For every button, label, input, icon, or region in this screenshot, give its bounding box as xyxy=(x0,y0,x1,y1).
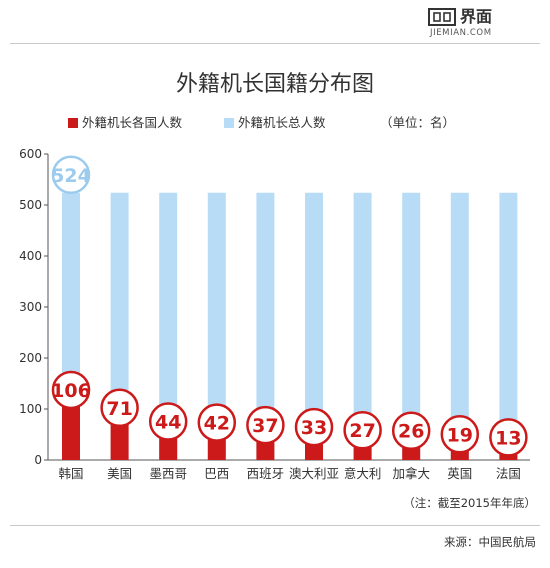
bar-foreign xyxy=(450,450,469,460)
bar-total xyxy=(256,192,275,460)
y-tick-label: 0 xyxy=(34,453,42,467)
value-bubble xyxy=(343,410,382,450)
y-tick-label: 500 xyxy=(19,198,42,212)
data-label: 33 xyxy=(301,417,327,439)
x-tick-label: 巴西 xyxy=(204,466,229,481)
bar-total xyxy=(305,192,323,460)
bar-foreign xyxy=(207,438,226,460)
data-label: 37 xyxy=(252,415,278,437)
bar-foreign xyxy=(110,423,129,460)
data-label: 27 xyxy=(349,420,375,442)
bar-total xyxy=(353,192,372,460)
value-bubble xyxy=(51,370,91,410)
legend-swatch-foreign xyxy=(68,118,78,128)
bar-foreign xyxy=(353,446,372,460)
y-tick-label: 200 xyxy=(19,351,42,365)
bar-total xyxy=(402,192,421,460)
value-bubble xyxy=(246,405,285,445)
legend-swatch-total xyxy=(224,118,234,128)
bar-total xyxy=(450,192,469,460)
bar-foreign xyxy=(159,437,178,460)
bar-foreign xyxy=(62,405,80,460)
legend-label-foreign: 外籍机长各国人数 xyxy=(82,115,183,130)
x-tick-label: 西班牙 xyxy=(247,466,285,481)
unit-label: （单位：名） xyxy=(380,115,456,130)
value-bubble xyxy=(440,415,480,454)
bar-foreign xyxy=(256,441,275,460)
data-label: 71 xyxy=(106,398,132,420)
brand-logo-block: 界面 JIEMIAN.COM xyxy=(428,6,540,40)
bar-foreign xyxy=(402,446,421,460)
data-label: 19 xyxy=(447,424,473,446)
chart-title: 外籍机长国籍分布图 xyxy=(175,72,374,97)
x-tick-label: 美国 xyxy=(107,466,132,481)
brand-domain: JIEMIAN.COM xyxy=(430,28,492,38)
brand-name: 界面 xyxy=(460,7,493,26)
legend-label-total: 外籍机长总人数 xyxy=(238,115,326,130)
bar-foreign xyxy=(499,453,518,460)
x-tick-label: 加拿大 xyxy=(392,466,430,481)
value-bubble xyxy=(294,407,334,447)
footnote: （注：截至2015年年底） xyxy=(403,496,536,510)
bottom-divider xyxy=(10,525,540,526)
x-tick-label: 墨西哥 xyxy=(149,466,187,481)
y-tick-label: 400 xyxy=(19,249,42,263)
total-value-bubble xyxy=(51,155,91,195)
source-credit: 来源：中国民航局 xyxy=(444,535,536,549)
top-divider xyxy=(10,43,540,44)
data-label: 42 xyxy=(204,413,230,435)
bar-chart: 0 100 200 300 400 500 600 106 韩国 71 美国 44 墨西哥 42 巴西 37 西… xyxy=(19,147,530,481)
bar-foreign xyxy=(305,443,323,460)
y-tick-label: 600 xyxy=(19,147,42,161)
value-bubble xyxy=(391,411,431,450)
bar-total xyxy=(207,192,226,460)
x-tick-label: 意大利 xyxy=(344,466,382,481)
bar-total xyxy=(499,192,518,460)
x-tick-label: 英国 xyxy=(447,466,472,481)
y-tick-label: 100 xyxy=(19,402,42,416)
data-label: 106 xyxy=(51,380,91,402)
x-tick-label: 韩国 xyxy=(58,466,83,481)
value-bubble xyxy=(489,418,528,457)
x-tick-label: 澳大利亚 xyxy=(289,466,339,481)
bar-total xyxy=(159,192,178,460)
jiemian-logo-icon xyxy=(428,8,456,26)
x-tick-label: 法国 xyxy=(496,466,521,481)
value-bubble xyxy=(197,403,237,442)
value-bubble xyxy=(100,388,139,428)
total-data-label: 524 xyxy=(51,165,91,187)
data-label: 44 xyxy=(155,412,181,434)
data-label: 13 xyxy=(495,427,521,449)
value-bubble xyxy=(148,402,188,441)
y-tick-label: 300 xyxy=(19,300,42,314)
data-label: 26 xyxy=(398,421,424,443)
